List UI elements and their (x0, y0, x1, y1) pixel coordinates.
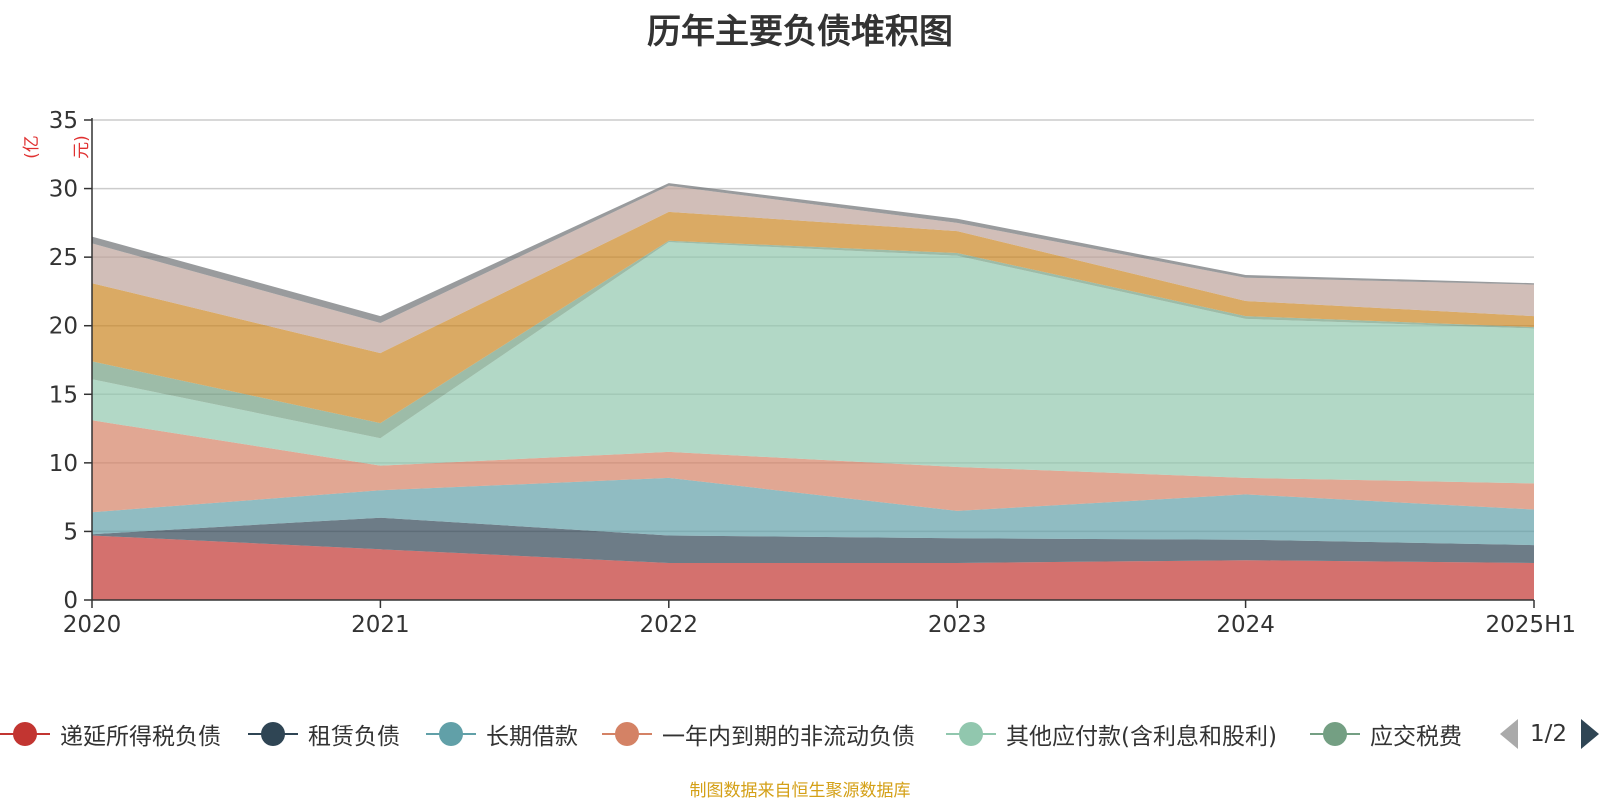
legend-item[interactable]: 其他应付款(含利息和股利) (946, 716, 1277, 752)
y-tick-label: 30 (49, 177, 78, 203)
legend-item[interactable]: 长期借款 (426, 716, 578, 752)
legend-label: 租赁负债 (308, 724, 400, 750)
area-series-4 (92, 420, 1534, 513)
legend-marker-icon (0, 716, 50, 752)
legend-label: 长期借款 (486, 724, 578, 750)
legend-label: 递延所得税负债 (60, 724, 221, 750)
legend-marker-icon (1310, 716, 1360, 752)
axes: 0 5 10 15 20 25 30 35 2020 2021 2022 2023 2024 2025H1 (49, 108, 1576, 638)
area-series-3 (92, 477, 1534, 546)
y-tick-label: 0 (63, 588, 78, 614)
y-tick-label: 25 (49, 245, 78, 271)
area-series-7 (92, 211, 1534, 424)
legend-next-icon[interactable] (1581, 719, 1600, 749)
y-tick-label: 10 (49, 451, 78, 477)
x-tick-label: 2020 (63, 612, 122, 638)
y-tick-label: 35 (49, 108, 78, 134)
x-tick-label: 2021 (351, 612, 410, 638)
legend-item[interactable]: 一年内到期的非流动负债 (602, 716, 915, 752)
area-series-2 (92, 517, 1534, 563)
x-tick-label: 2024 (1216, 612, 1275, 638)
area-series-9 (92, 183, 1534, 323)
legend-item[interactable]: 应交税费 (1310, 716, 1462, 752)
y-tick-label: 20 (49, 314, 78, 340)
area-series-8 (92, 185, 1534, 354)
chart-title: 历年主要负债堆积图 (647, 12, 953, 52)
legend-marker-icon (946, 716, 996, 752)
data-source-note: 制图数据来自恒生聚源数据库 (689, 781, 911, 801)
x-tick-label: 2025H1 (1486, 612, 1576, 638)
legend-label: 其他应付款(含利息和股利) (1006, 724, 1277, 750)
legend-pager: 1/2 (1500, 716, 1600, 752)
x-tick-label: 2022 (640, 612, 699, 638)
area-series (92, 183, 1534, 600)
area-series-5 (92, 242, 1534, 484)
x-tick-label: 2023 (928, 612, 987, 638)
legend-label: 应交税费 (1370, 724, 1462, 750)
area-series-1 (92, 535, 1534, 600)
legend-prev-icon[interactable] (1500, 719, 1518, 749)
legend-label: 一年内到期的非流动负债 (662, 724, 915, 750)
legend-marker-icon (602, 716, 652, 752)
legend-item[interactable]: 递延所得税负债 (0, 716, 221, 752)
legend: 递延所得税负债 租赁负债 长期借款 一年内到期的非流动负债 其他应付款(含利息和股利) 应… (0, 716, 1600, 752)
y-tick-label: 5 (63, 519, 78, 545)
legend-marker-icon (426, 716, 476, 752)
area-series-6 (92, 240, 1534, 439)
legend-marker-icon (248, 716, 298, 752)
legend-page-indicator: 1/2 (1530, 721, 1568, 747)
legend-item[interactable]: 租赁负债 (248, 716, 400, 752)
y-tick-label: 15 (49, 382, 78, 408)
